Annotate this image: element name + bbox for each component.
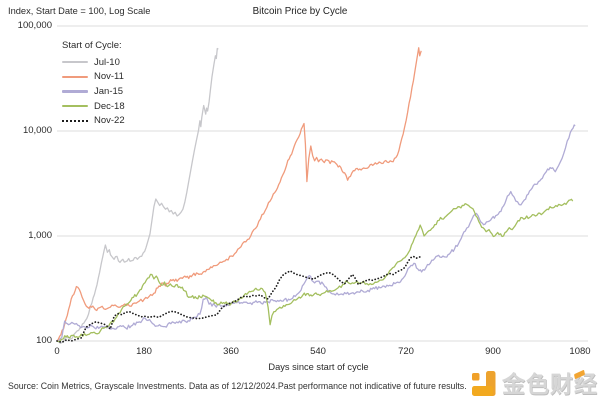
line-swatch-jul-10 — [62, 61, 88, 64]
x-tick-720: 720 — [398, 346, 414, 357]
x-tick-0: 0 — [54, 346, 60, 357]
x-tick-900: 900 — [485, 346, 501, 357]
source-note: Source: Coin Metrics, Grayscale Investme… — [8, 381, 467, 391]
line-swatch-jan-15 — [62, 90, 88, 93]
series-line-jul-10 — [56, 47, 219, 344]
y-tick-1000: 1,000 — [28, 230, 52, 241]
legend-item-dec-18: Dec-18 — [62, 99, 125, 114]
legend-item-nov-11: Nov-11 — [62, 70, 125, 85]
legend-item-nov-22: Nov-22 — [62, 113, 125, 128]
jinse-finance-logo-icon — [472, 371, 496, 396]
legend-title: Start of Cycle: — [62, 40, 122, 51]
x-tick-1080: 1080 — [569, 346, 591, 357]
x-axis-label: Days since start of cycle — [268, 362, 369, 372]
x-tick-360: 360 — [223, 346, 239, 357]
line-swatch-dec-18 — [62, 104, 88, 108]
series-line-jan-15 — [56, 124, 576, 342]
y-tick-100: 100 — [36, 335, 52, 346]
x-tick-540: 540 — [310, 346, 326, 357]
y-tick-10000: 10,000 — [22, 125, 52, 136]
line-swatch-nov-11 — [62, 75, 88, 79]
watermark-text: 金色财经 — [502, 369, 598, 397]
legend: Start of Cycle: Jul-10 Nov-11 Jan-15 Dec… — [62, 40, 125, 128]
series-line-nov-11 — [56, 47, 422, 342]
dotted-line-swatch-nov-22 — [62, 119, 88, 122]
x-tick-180: 180 — [136, 346, 152, 357]
series-line-nov-22 — [56, 255, 423, 344]
y-axis-title: Index, Start Date = 100, Log Scale — [8, 6, 151, 16]
legend-item-jul-10: Jul-10 — [62, 55, 125, 70]
chart-title: Bitcoin Price by Cycle — [252, 6, 348, 17]
legend-item-jan-15: Jan-15 — [62, 84, 125, 99]
jinse-finance-watermark: 金色财经 — [470, 369, 598, 397]
series-line-dec-18 — [56, 198, 574, 343]
y-tick-100000: 100,000 — [17, 20, 52, 31]
